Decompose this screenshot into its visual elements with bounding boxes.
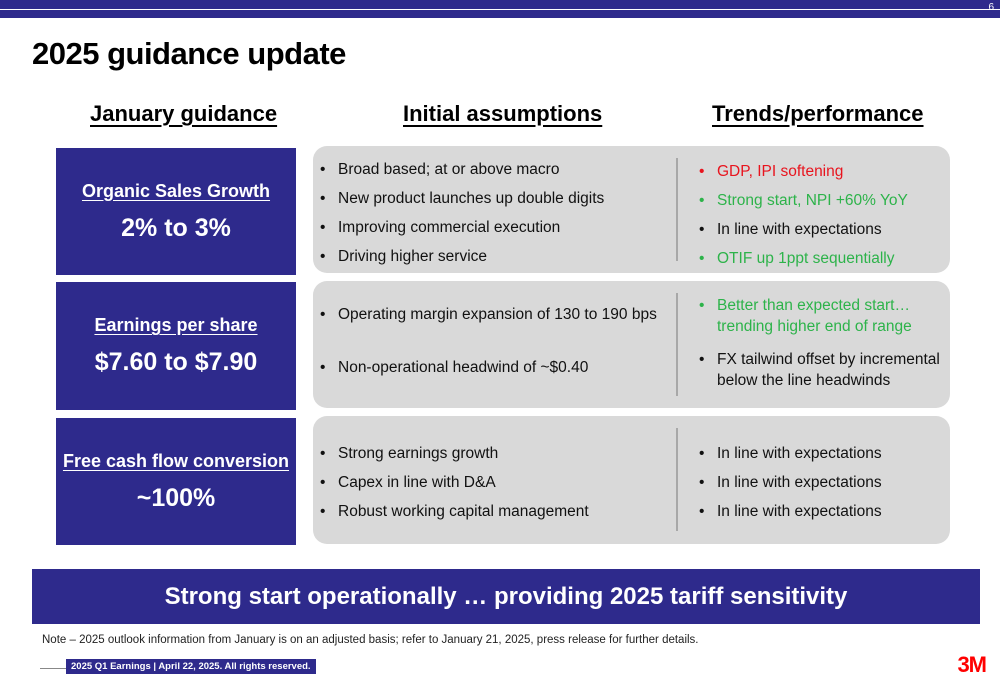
header-january-guidance: January guidance — [90, 101, 278, 126]
top-bar-line — [0, 9, 1000, 10]
list-item: Improving commercial execution — [318, 213, 673, 242]
trends-list-fcf: In line with expectations In line with e… — [697, 439, 947, 526]
list-item: Driving higher service — [318, 242, 673, 271]
guidance-label: Earnings per share — [94, 315, 258, 335]
guidance-value: $7.60 to $7.90 — [94, 348, 258, 376]
list-item: Non-operational headwind of ~$0.40 — [318, 357, 673, 379]
assumptions-list-eps: Operating margin expansion of 130 to 190… — [318, 304, 673, 379]
guidance-box-eps: Earnings per share $7.60 to $7.90 — [56, 282, 296, 410]
list-item: In line with expectations — [697, 215, 947, 244]
slide-number: 6 — [988, 2, 994, 13]
list-item: Operating margin expansion of 130 to 190… — [318, 304, 673, 326]
header-initial-assumptions: Initial assumptions — [403, 101, 603, 126]
list-item: Strong start, NPI +60% YoY — [697, 186, 947, 215]
summary-banner: Strong start operationally … providing 2… — [32, 569, 980, 624]
header-trends-performance: Trends/performance — [712, 101, 924, 126]
list-item: In line with expectations — [697, 497, 947, 526]
guidance-label: Organic Sales Growth — [81, 180, 271, 201]
trends-list-organic-sales: GDP, IPI softening Strong start, NPI +60… — [697, 157, 947, 273]
3m-logo: 3M — [957, 652, 987, 677]
list-item: Better than expected start…trending high… — [697, 295, 947, 337]
guidance-value: ~100% — [136, 483, 216, 512]
guidance-box-fcf: Free cash flow conversion ~100% — [56, 418, 296, 545]
assumptions-list-organic-sales: Broad based; at or above macro New produ… — [318, 155, 673, 271]
list-item: FX tailwind offset by incremental below … — [697, 349, 947, 391]
assumptions-list-fcf: Strong earnings growth Capex in line wit… — [318, 439, 673, 526]
footer-line — [40, 668, 68, 669]
trends-list-eps: Better than expected start…trending high… — [697, 295, 947, 391]
list-item: Strong earnings growth — [318, 439, 673, 468]
list-item: OTIF up 1ppt sequentially — [697, 244, 947, 273]
column-divider — [676, 293, 678, 396]
list-item: New product launches up double digits — [318, 184, 673, 213]
list-item: GDP, IPI softening — [697, 157, 947, 186]
footnote: Note – 2025 outlook information from Jan… — [42, 634, 699, 646]
list-item: Capex in line with D&A — [318, 468, 673, 497]
column-divider — [676, 158, 678, 261]
guidance-value: 2% to 3% — [121, 213, 231, 242]
list-item: Broad based; at or above macro — [318, 155, 673, 184]
footer-badge: 2025 Q1 Earnings | April 22, 2025. All r… — [66, 659, 316, 674]
list-item: In line with expectations — [697, 439, 947, 468]
page-title: 2025 guidance update — [32, 36, 346, 71]
guidance-label: Free cash flow conversion — [62, 450, 290, 471]
guidance-box-organic-sales: Organic Sales Growth 2% to 3% — [56, 148, 296, 275]
column-divider — [676, 428, 678, 531]
list-item: Robust working capital management — [318, 497, 673, 526]
list-item: In line with expectations — [697, 468, 947, 497]
